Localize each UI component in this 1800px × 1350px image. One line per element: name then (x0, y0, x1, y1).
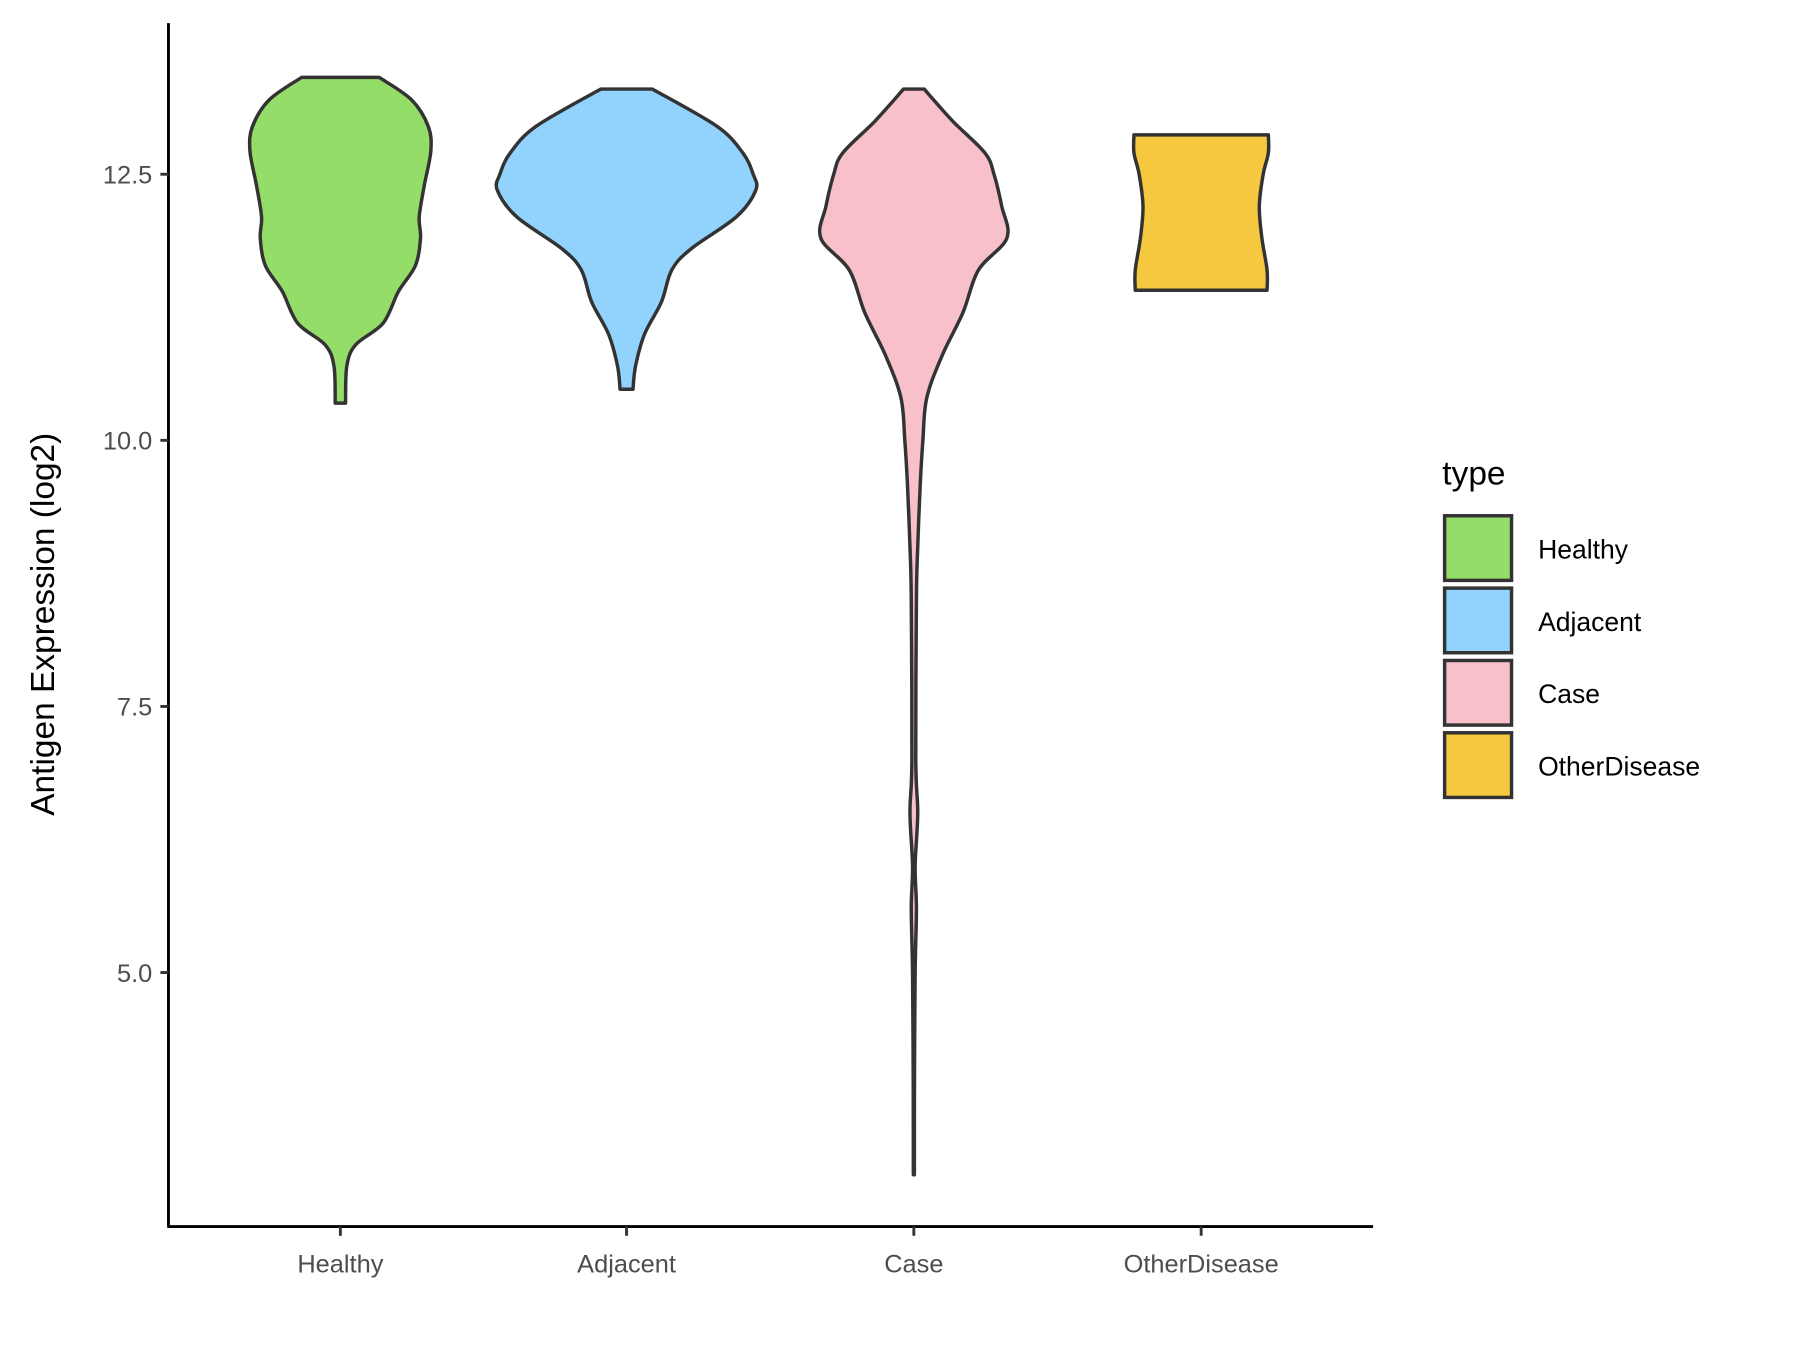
y-tick-label: 5.0 (117, 960, 152, 988)
legend-key-adjacent (1442, 586, 1514, 655)
legend-label: Healthy (1538, 534, 1629, 564)
legend-label: OtherDisease (1538, 751, 1700, 781)
x-tick-label: Healthy (297, 1251, 383, 1279)
violin-case (817, 87, 1010, 1177)
x-ticks: Healthy Adjacent Case OtherDisease (297, 1226, 1279, 1279)
legend-key-healthy (1442, 514, 1514, 583)
y-axis-label: Antigen Expression (log2) (25, 433, 62, 816)
y-tick-label: 12.5 (103, 161, 152, 189)
y-tick-label: 7.5 (117, 694, 152, 722)
violin-adjacent (494, 87, 759, 391)
x-tick-label: Adjacent (577, 1251, 676, 1279)
legend: type Healthy Adjacent Case OtherDisease (1442, 456, 1700, 800)
legend-key-case (1442, 658, 1514, 727)
legend-label: Case (1538, 679, 1600, 709)
violin-otherdisease (1131, 133, 1271, 292)
y-tick-label: 10.0 (103, 428, 152, 456)
violins (247, 75, 1271, 1177)
y-ticks: 5.0 7.5 10.0 12.5 (103, 161, 169, 988)
x-tick-label: OtherDisease (1124, 1251, 1279, 1279)
violin-healthy (247, 75, 433, 405)
legend-label: Adjacent (1538, 607, 1642, 637)
legend-title: type (1442, 456, 1505, 493)
x-tick-label: Case (884, 1251, 943, 1279)
legend-key-otherdisease (1442, 731, 1514, 800)
